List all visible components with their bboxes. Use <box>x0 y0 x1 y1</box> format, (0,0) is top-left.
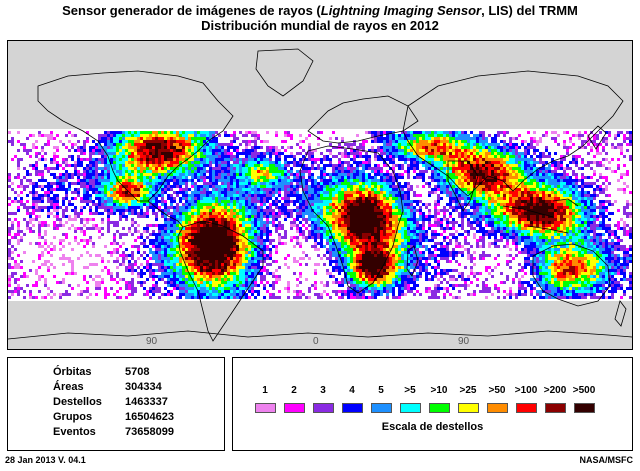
stat-label: Áreas <box>53 381 84 393</box>
asia-outline <box>402 70 624 197</box>
stat-label: Eventos <box>53 426 96 438</box>
map-canvas <box>8 48 632 342</box>
scale-label: 5 <box>378 385 384 396</box>
coastlines <box>8 48 632 342</box>
central-america-outline <box>147 200 184 228</box>
title-prefix: Sensor generador de imágenes de rayos ( <box>62 3 321 18</box>
scale-swatch <box>574 403 595 413</box>
scale-swatch <box>371 403 392 413</box>
version-date: 28 Jan 2013 V. 04.1 <box>5 455 86 465</box>
indonesia-outline <box>502 198 579 234</box>
scale-label: >50 <box>488 385 506 396</box>
scale-swatch <box>255 403 276 413</box>
statistics-panel: Órbitas 5708 Áreas 304334 Destellos 1463337… <box>7 357 225 451</box>
scale-swatch <box>284 403 305 413</box>
india-outline <box>447 160 479 212</box>
stat-row: Áreas 304334 <box>53 381 162 394</box>
stat-value: 16504623 <box>125 411 174 423</box>
greenland-outline <box>255 48 314 97</box>
map-subtitle: Distribución mundial de rayos en 2012 <box>201 18 439 33</box>
scale-swatch <box>313 403 334 413</box>
scale-label: 2 <box>291 385 297 396</box>
scale-label: >200 <box>543 385 567 396</box>
europe-outline <box>307 95 419 144</box>
scale-label: 4 <box>349 385 355 396</box>
scale-label: >500 <box>572 385 596 396</box>
scale-label: 1 <box>262 385 268 396</box>
flash-scale-legend: 1 2 3 4 5 >5 >10 >25 >50 >100 >200 >500 Escala de d… <box>232 357 633 451</box>
longitude-label-zero: 0 <box>313 336 319 347</box>
stat-row: Destellos 1463337 <box>53 396 168 409</box>
antarctica-outline <box>8 330 632 340</box>
africa-outline <box>299 145 404 294</box>
stat-value: 73658099 <box>125 426 174 438</box>
stat-value: 5708 <box>125 366 150 378</box>
stat-label: Órbitas <box>53 366 92 378</box>
map-title: Sensor generador de imágenes de rayos (L… <box>0 3 640 18</box>
scale-swatch <box>487 403 508 413</box>
scale-swatch <box>429 403 450 413</box>
new-zealand-outline <box>614 300 627 327</box>
south-america-outline <box>177 220 264 342</box>
stat-value: 1463337 <box>125 396 168 408</box>
longitude-label-east: 90 <box>458 336 470 347</box>
scale-swatch <box>516 403 537 413</box>
title-italic: Lightning Imaging Sensor <box>320 3 482 18</box>
scale-swatch <box>458 403 479 413</box>
north-america-outline <box>37 70 234 202</box>
longitude-label-west: 90 <box>146 336 158 347</box>
world-lightning-map: 90 0 90 <box>7 40 633 350</box>
scale-title: Escala de destellos <box>381 421 484 433</box>
stat-label: Grupos <box>53 411 93 423</box>
scale-label: 3 <box>320 385 326 396</box>
stat-row: Órbitas 5708 <box>53 366 149 379</box>
scale-swatch <box>545 403 566 413</box>
stat-row: Grupos 16504623 <box>53 411 174 424</box>
scale-label: >25 <box>459 385 477 396</box>
scale-swatch <box>342 403 363 413</box>
stat-value: 304334 <box>125 381 162 393</box>
scale-swatch <box>400 403 421 413</box>
title-suffix: , LIS) del TRMM <box>481 3 578 18</box>
australia-outline <box>532 243 611 307</box>
madagascar-outline <box>406 245 419 277</box>
stat-row: Eventos 73658099 <box>53 426 174 439</box>
japan-outline <box>587 125 607 150</box>
credit: NASA/MSFC <box>579 455 634 465</box>
scale-label: >10 <box>430 385 448 396</box>
scale-label: >100 <box>514 385 538 396</box>
scale-label: >5 <box>404 385 416 396</box>
stat-label: Destellos <box>53 396 102 408</box>
